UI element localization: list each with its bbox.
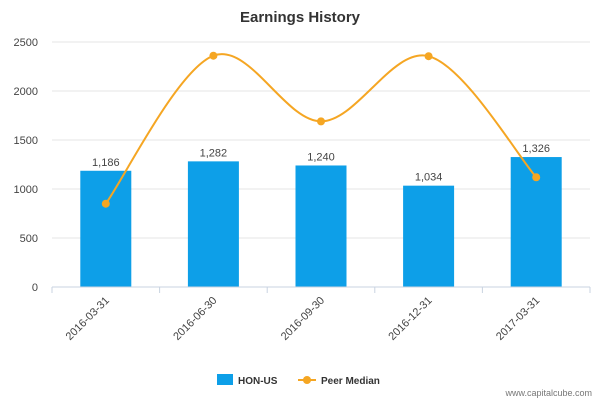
bar-data-label: 1,034 [415, 172, 443, 184]
y-tick-label: 2000 [14, 86, 38, 98]
y-tick-label: 1500 [14, 135, 38, 147]
x-tick-label: 2016-06-30 [171, 295, 219, 343]
watermark: www.capitalcube.com [504, 388, 592, 398]
x-tick-label: 2016-09-30 [279, 295, 327, 343]
x-axis: 2016-03-31 2016-06-30 2016-09-30 2016-12-31… [51, 286, 591, 343]
peer-median-point [317, 117, 325, 126]
legend-label-hon-us: HON-US [238, 376, 278, 387]
legend-marker-peer-median [303, 376, 311, 384]
bar [187, 161, 239, 287]
peer-median-point [209, 51, 218, 60]
y-tick-label: 1000 [14, 184, 38, 196]
y-axis: 0 500 1000 1500 2000 2500 [14, 37, 38, 294]
bar-data-label: 1,282 [200, 147, 228, 159]
chart-title: Earnings History [240, 9, 361, 26]
bar-data-label: 1,240 [307, 151, 335, 163]
x-tick-label: 2016-03-31 [64, 295, 112, 343]
bar-data-label: 1,326 [522, 143, 550, 155]
bar [295, 165, 347, 287]
peer-median-point [424, 52, 433, 61]
bar-data-label: 1,186 [92, 157, 120, 169]
legend-swatch-hon-us [217, 374, 233, 385]
peer-median-point [101, 199, 110, 208]
line-series-peer-median [101, 51, 541, 208]
legend: HON-US Peer Median [217, 374, 380, 387]
bar-data-labels: 1,186 1,282 1,240 1,034 1,326 [92, 143, 550, 184]
bar [80, 170, 132, 287]
x-tick-label: 2017-03-31 [494, 295, 542, 343]
y-tick-label: 500 [20, 233, 38, 245]
grid-lines [52, 41, 590, 239]
y-tick-label: 0 [32, 282, 38, 294]
bar [403, 185, 455, 287]
bar-series-hon-us [80, 157, 562, 287]
legend-label-peer-median: Peer Median [321, 376, 380, 387]
peer-median-point [532, 173, 541, 182]
x-tick-label: 2016-12-31 [386, 295, 434, 343]
y-tick-label: 2500 [14, 37, 38, 49]
